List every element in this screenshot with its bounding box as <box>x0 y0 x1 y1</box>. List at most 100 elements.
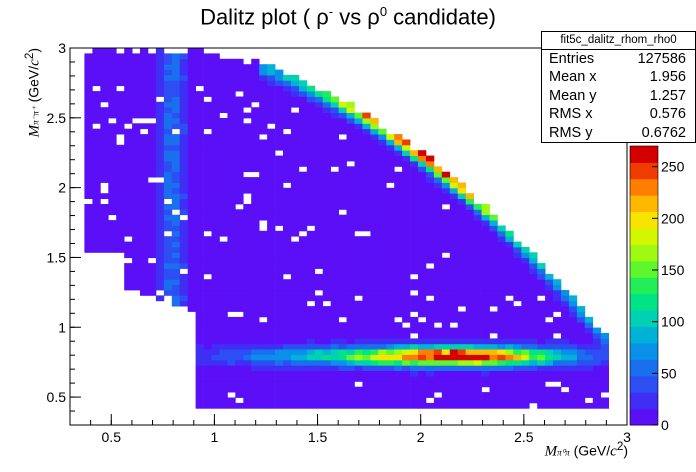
heatmap-cell <box>346 402 355 409</box>
heatmap-cell <box>171 247 181 253</box>
heatmap-cell <box>322 91 331 97</box>
heatmap-cell <box>481 209 490 216</box>
heatmap-cell <box>235 155 244 162</box>
heatmap-cell <box>195 80 204 87</box>
heatmap-cell <box>243 349 252 355</box>
heatmap-cell <box>306 144 316 151</box>
heatmap-cell <box>410 349 419 355</box>
heatmap-cell <box>203 85 212 92</box>
heatmap-cell <box>402 300 411 307</box>
heatmap-cell <box>457 220 466 226</box>
heatmap-cell <box>267 306 276 312</box>
heatmap-cell <box>108 53 117 60</box>
heatmap-cell <box>259 74 268 81</box>
heatmap-cell <box>251 349 260 355</box>
heatmap-cell <box>203 69 212 76</box>
heatmap-cell <box>576 359 586 366</box>
heatmap-cell <box>227 268 236 275</box>
heatmap-cell <box>275 101 284 108</box>
heatmap-cell <box>418 349 427 355</box>
heatmap-cell <box>298 338 308 345</box>
heatmap-cell <box>306 343 316 350</box>
heatmap-cell <box>132 64 141 70</box>
heatmap-cell <box>592 349 602 355</box>
heatmap-cell <box>259 392 268 398</box>
heatmap-cell <box>584 338 594 345</box>
heatmap-cell <box>267 204 276 210</box>
heatmap-cell <box>489 300 498 307</box>
heatmap-cell <box>283 354 292 361</box>
heatmap-cell <box>195 209 204 216</box>
heatmap-cell <box>187 53 196 60</box>
heatmap-cell <box>227 333 236 339</box>
heatmap-cell <box>116 198 125 205</box>
heatmap-cell <box>251 177 260 183</box>
heatmap-cell <box>402 376 411 382</box>
heatmap-cell <box>449 397 459 404</box>
heatmap-cell <box>370 247 379 253</box>
heatmap-cell <box>513 306 522 312</box>
heatmap-cell <box>290 376 300 382</box>
heatmap-cell <box>187 193 196 199</box>
heatmap-cell <box>505 386 514 393</box>
heatmap-cell <box>362 392 371 398</box>
heatmap-cell <box>426 359 435 366</box>
heatmap-cell <box>418 166 427 173</box>
heatmap-cell <box>155 80 165 87</box>
heatmap-cell <box>243 96 252 103</box>
heatmap-cell <box>545 311 554 318</box>
chart-title: Dalitz plot ( ρ- vs ρ0 candidate) <box>200 4 496 30</box>
heatmap-cell <box>163 58 173 65</box>
heatmap-cell <box>402 204 411 210</box>
heatmap-cell <box>203 268 212 275</box>
heatmap-cell <box>100 230 109 237</box>
heatmap-cell <box>116 177 125 183</box>
heatmap-cell <box>370 182 379 189</box>
heatmap-cell <box>251 241 260 248</box>
heatmap-cell <box>187 101 196 108</box>
heatmap-cell <box>568 349 578 355</box>
heatmap-cell <box>251 96 260 103</box>
heatmap-cell <box>108 166 117 173</box>
heatmap-cell <box>433 290 443 296</box>
heatmap-cell <box>275 209 284 216</box>
heatmap-cell <box>290 204 300 210</box>
heatmap-cell <box>108 91 117 97</box>
heatmap-cell <box>306 333 316 339</box>
heatmap-cell <box>489 284 498 291</box>
heatmap-cell <box>449 333 459 339</box>
heatmap-cell <box>513 376 522 382</box>
heatmap-cell <box>553 343 562 350</box>
heatmap-cell <box>219 370 228 377</box>
heatmap-cell <box>227 365 236 371</box>
heatmap-cell <box>338 392 347 398</box>
heatmap-cell <box>497 284 506 291</box>
heatmap-cell <box>418 150 427 156</box>
heatmap-cell <box>426 392 435 398</box>
heatmap-cell <box>576 392 586 398</box>
heatmap-cell <box>306 150 316 156</box>
heatmap-cell <box>370 316 379 323</box>
heatmap-cell <box>275 96 284 103</box>
heatmap-cell <box>378 198 387 205</box>
heatmap-cell <box>410 392 419 398</box>
heatmap-cell <box>275 322 284 328</box>
heatmap-cell <box>243 64 252 70</box>
heatmap-cell <box>481 257 490 264</box>
heatmap-cell <box>378 193 387 199</box>
heatmap-cell <box>243 166 252 173</box>
heatmap-cell <box>187 139 196 146</box>
heatmap-cell <box>155 112 165 119</box>
heatmap-cell <box>290 161 300 167</box>
heatmap-cell <box>148 268 157 275</box>
heatmap-cell <box>545 354 554 361</box>
heatmap-cell <box>568 370 578 377</box>
heatmap-cell <box>132 220 141 226</box>
heatmap-cell <box>84 58 93 65</box>
heatmap-cell <box>179 295 188 302</box>
heatmap-cell <box>203 171 212 178</box>
heatmap-cell <box>108 144 117 151</box>
heatmap-cell <box>338 198 347 205</box>
heatmap-cell <box>108 64 117 70</box>
heatmap-cell <box>84 101 93 108</box>
